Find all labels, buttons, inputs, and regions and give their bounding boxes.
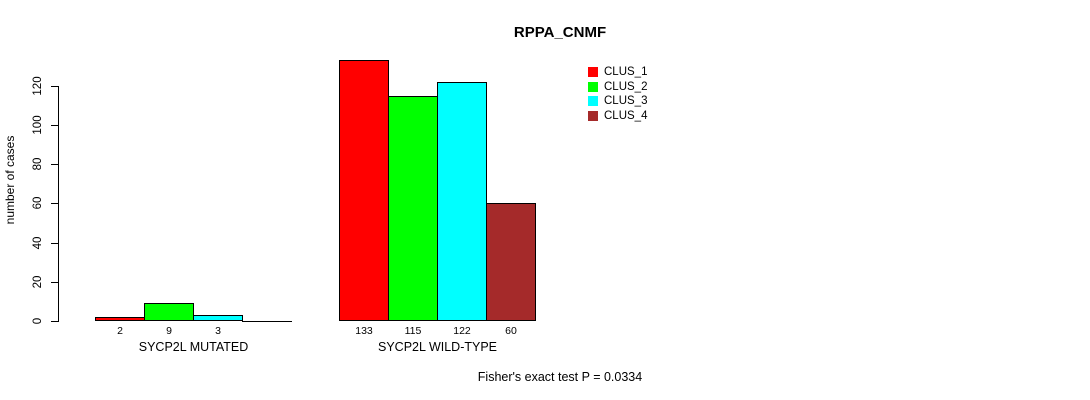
y-axis-tick — [51, 85, 58, 87]
legend-swatch-icon — [588, 81, 598, 92]
legend-label: CLUS_3 — [604, 95, 648, 108]
bar-value-label: 133 — [355, 325, 373, 337]
y-axis-line — [58, 85, 59, 322]
y-axis-tick — [51, 321, 58, 322]
y-axis-tick-label: 20 — [32, 275, 44, 289]
y-axis-tick-label: 0 — [32, 317, 44, 325]
y-axis-tick-label: 80 — [32, 157, 44, 171]
legend-row: CLUS_1 — [588, 65, 647, 80]
bar-clus_4 — [486, 203, 536, 321]
y-axis-tick — [51, 164, 58, 166]
group-label: SYCP2L WILD-TYPE — [377, 340, 498, 354]
chart-title: RPPA_CNMF — [513, 24, 607, 41]
y-axis-tick — [51, 203, 58, 205]
bar-clus_1 — [95, 317, 145, 321]
bar-clus_2 — [144, 303, 194, 321]
legend-row: CLUS_3 — [588, 94, 647, 109]
bar-value-label: 9 — [166, 325, 172, 337]
legend-swatch-icon — [588, 110, 598, 121]
bar-value-label: 115 — [404, 325, 422, 337]
y-axis-tick-label: 60 — [32, 196, 44, 210]
legend-label: CLUS_2 — [604, 80, 648, 93]
legend-swatch-icon — [588, 96, 598, 107]
bar-clus_4-zero — [242, 321, 292, 322]
legend: CLUS_1 CLUS_2 CLUS_3 CLUS_4 — [588, 65, 647, 123]
legend-swatch-icon — [588, 67, 598, 78]
fisher-test-annotation: Fisher's exact test P = 0.0334 — [477, 370, 643, 384]
legend-row: CLUS_4 — [588, 109, 647, 124]
bar-value-label: 60 — [505, 325, 517, 337]
bar-value-label: 2 — [117, 325, 123, 337]
y-axis-tick — [51, 125, 58, 126]
bar-clus_3 — [193, 315, 243, 321]
group-label: SYCP2L MUTATED — [138, 340, 249, 354]
y-axis-tick-label: 40 — [32, 236, 44, 249]
legend-row: CLUS_2 — [588, 80, 647, 95]
y-axis-tick — [51, 242, 58, 244]
y-axis-tick-label: 100 — [32, 115, 44, 135]
bar-value-label: 122 — [453, 325, 471, 337]
bar-clus_3 — [437, 82, 487, 321]
bar-clus_1 — [339, 60, 389, 321]
bar-clus_2 — [388, 96, 438, 321]
legend-label: CLUS_1 — [604, 66, 648, 79]
bar-value-label: 3 — [215, 325, 221, 337]
y-axis-label: number of cases — [3, 135, 17, 225]
y-axis-tick — [51, 281, 58, 283]
legend-label: CLUS_4 — [604, 109, 648, 122]
y-axis-tick-label: 120 — [32, 76, 44, 96]
